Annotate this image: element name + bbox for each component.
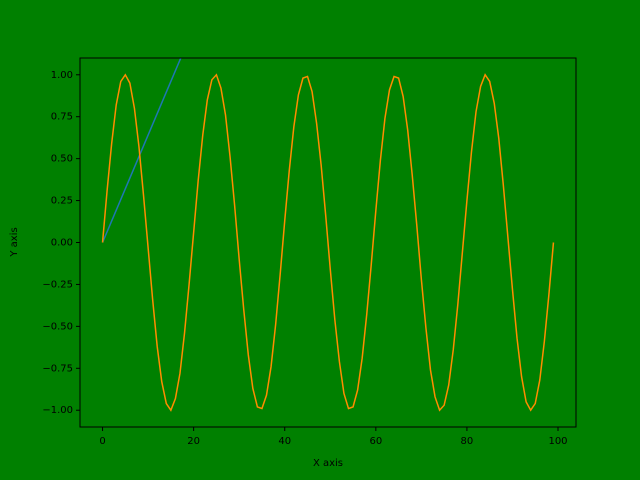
y-tick-label: 0.50 <box>51 154 73 165</box>
x-tick-label: 40 <box>278 436 291 447</box>
y-tick-label: 1.00 <box>51 70 73 81</box>
x-tick-label: 0 <box>99 436 105 447</box>
line-series <box>101 73 555 412</box>
x-axis-label: X axis <box>313 458 343 469</box>
y-tick-label: −1.00 <box>42 405 73 416</box>
y-tick-label: −0.50 <box>42 321 73 332</box>
line-series <box>101 58 182 243</box>
y-tick-label: −0.75 <box>42 363 73 374</box>
x-tick-label: 20 <box>187 436 200 447</box>
plot-area <box>101 58 555 412</box>
x-tick-label: 100 <box>548 436 567 447</box>
x-tick-label: 60 <box>369 436 382 447</box>
y-axis-label: Y axis <box>9 227 20 257</box>
y-tick-label: 0.00 <box>51 238 73 249</box>
y-tick-label: −0.25 <box>42 279 73 290</box>
x-tick-label: 80 <box>461 436 474 447</box>
y-tick-label: 0.75 <box>51 112 73 123</box>
y-tick-label: 0.25 <box>51 196 73 207</box>
